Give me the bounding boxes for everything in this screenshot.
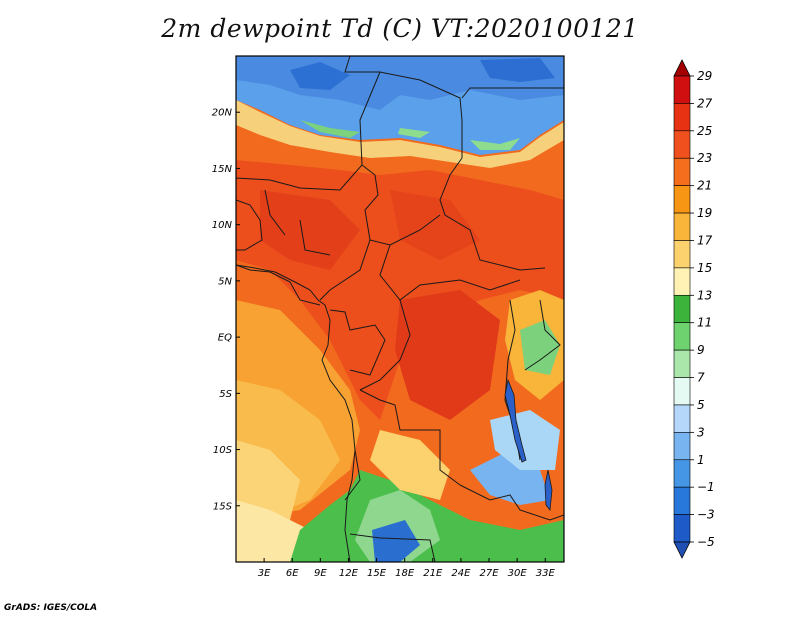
colorbar-label: 7: [697, 371, 705, 385]
colorbar-label: 5: [697, 398, 705, 412]
colorbar-bin: [673, 322, 691, 351]
colorbar-label: 9: [697, 343, 705, 357]
colorbar-label: 11: [697, 316, 712, 330]
colorbar-label: 23: [697, 151, 712, 165]
coastline: [236, 264, 356, 562]
colorbar-label: 27: [697, 96, 713, 110]
colorbar-bin: [673, 212, 691, 241]
lon-tick-label: 30E: [508, 568, 528, 579]
lon-tick-label: 3E: [258, 568, 271, 579]
lat-tick-label: 20N: [212, 108, 233, 119]
colorbar-label: 19: [697, 206, 712, 220]
colorbar-bin: [673, 294, 691, 324]
colorbar-bin: [673, 514, 691, 543]
colorbar-label: 15: [697, 261, 712, 275]
lat-tick-label: 10S: [213, 445, 233, 456]
lake-malawi: [544, 469, 553, 512]
colorbar-bin: [673, 75, 691, 104]
colorbar-min-triangle: [673, 541, 691, 559]
colorbar-bin: [673, 267, 691, 296]
country-borders: [236, 56, 564, 562]
lat-tick-label: 5N: [218, 276, 232, 287]
colorbar-bin: [673, 459, 691, 488]
colorbar-label: 1: [697, 453, 705, 467]
colorbar-label: −1: [697, 480, 715, 494]
lon-tick-label: 33E: [536, 568, 556, 579]
colorbar-bin: [673, 103, 691, 132]
lon-tick-label: 24E: [451, 568, 471, 579]
colorbar-bin: [673, 185, 691, 214]
colorbar-bin: [673, 377, 691, 406]
colorbar-bin: [673, 486, 691, 515]
sahel-transition: [236, 100, 564, 168]
colorbar-label: −3: [697, 508, 715, 522]
dewpoint-field: [236, 56, 564, 562]
map-title: 2m dewpoint Td (C) VT:2020100121: [161, 14, 639, 43]
latitude-axis: 20N 15N 10N 5N EQ 5S 10S 15S: [212, 108, 240, 512]
lat-tick-label: 5S: [219, 389, 232, 400]
lon-tick-label: 18E: [395, 568, 415, 579]
colorbar-bin: [673, 432, 691, 461]
map-frame: [235, 55, 565, 563]
colorbar-bin: [673, 130, 691, 159]
lon-tick-label: 6E: [286, 568, 299, 579]
lat-tick-label: 10N: [212, 220, 233, 231]
colorbar-label: 13: [697, 288, 712, 302]
colorbar-label: 29: [697, 69, 712, 83]
lon-tick-label: 21E: [423, 568, 443, 579]
colorbar-bin: [673, 404, 691, 433]
lat-tick-label: 15N: [212, 164, 233, 175]
lat-tick-label: EQ: [218, 333, 232, 344]
colorbar-label: 25: [697, 124, 712, 138]
colorbar-label: 3: [697, 425, 705, 439]
colorbar-max-triangle: [673, 59, 691, 77]
lat-tick-label: 15S: [213, 501, 233, 512]
colorbar-bin: [673, 240, 691, 269]
colorbar: 29 27 25 23 21 19 17 15 13 11 9 7 5 3 1 −1 −3 −5: [673, 59, 715, 559]
lon-tick-label: 15E: [367, 568, 387, 579]
longitude-axis: 3E 6E 9E 12E 15E 18E 21E 24E 27E 30E 33E: [258, 558, 556, 579]
grads-credit: GrADS: IGES/COLA: [4, 603, 98, 613]
lon-tick-label: 27E: [480, 568, 500, 579]
colorbar-bin: [673, 349, 691, 378]
lon-tick-label: 9E: [314, 568, 327, 579]
lake-tanganyika: [504, 378, 527, 463]
colorbar-bin: [673, 157, 691, 186]
lon-tick-label: 12E: [339, 568, 359, 579]
colorbar-label: 21: [697, 179, 712, 193]
colorbar-label: 17: [697, 233, 713, 247]
colorbar-label: −5: [697, 535, 715, 549]
